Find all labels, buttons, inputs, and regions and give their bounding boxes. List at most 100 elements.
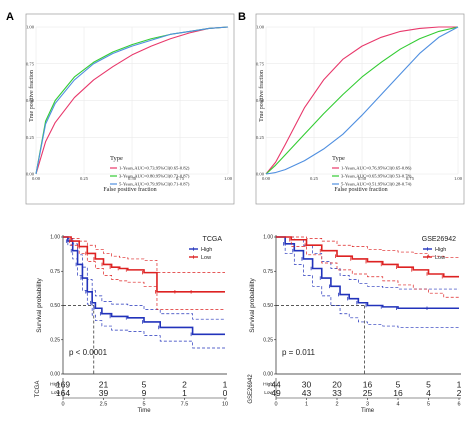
km-tcga-low-curve (63, 236, 225, 293)
km-tcga-low-ci-upper (63, 236, 225, 273)
roc-b-xtick: 0.75 (406, 176, 415, 181)
km-gse-xtick-label: 6 (457, 402, 460, 408)
km-chart-gse26942: 0.00 0.25 0.50 0.75 1.00 Survival probability… (248, 235, 462, 414)
roc-a-legend-item-3: 5-Years,AUC=0.79,95%CI(0.71-0.87) (119, 182, 190, 188)
roc-a-ytick: 0.75 (26, 61, 35, 66)
km-gse-risk-high-count: 30 (302, 380, 312, 390)
roc-b-legend: Type 1-Years,AUC=0.76,95%CI(0.65-0.86) 3-… (332, 155, 412, 188)
roc-b-xtick: 1.00 (454, 176, 463, 181)
km-gse-risk-low-count: 2 (457, 388, 462, 398)
km-gse-high-ci-upper (276, 236, 459, 290)
km-gse-ytick-label: 0.25 (263, 337, 273, 343)
km-gse-xtick-label: 4 (396, 402, 399, 408)
km-gse-risk-low-count: 33 (332, 388, 342, 398)
km-gse-xtick-label: 5 (427, 402, 430, 408)
roc-b-ytick: 0.00 (256, 172, 265, 177)
km-tcga-risk-high-count: 21 (99, 380, 109, 390)
roc-b-ytick: 0.75 (256, 61, 265, 66)
roc-b-ytick: 0.50 (256, 98, 265, 103)
roc-b-ytick: 0.25 (256, 135, 265, 140)
km-tcga-xtick-label: 0 (61, 402, 64, 408)
km-tcga-high-ci-upper (63, 236, 225, 320)
roc-chart-a: 0.000.00 0.25 0.25 0.50 0.50 0.75 0.75 1.00 1.00… (25, 13, 235, 205)
roc-a-ytick: 0.25 (26, 135, 35, 140)
roc-b-legend-title: Type (332, 155, 345, 162)
km-gse-high-curve (276, 236, 459, 310)
roc-a-curve-1 (35, 26, 229, 175)
km-gse-ylabel: Survival probability (249, 277, 256, 332)
roc-a-curve-3 (35, 26, 229, 175)
km-tcga-legend-label-high: High (201, 247, 212, 253)
km-gse-risk-high-count: 1 (457, 380, 462, 390)
km-tcga-risk-row-label: High (50, 382, 60, 388)
km-gse-risk-high-count: 16 (363, 380, 373, 390)
km-tcga-risk-low-count: 9 (142, 388, 147, 398)
roc-a-xtick: 0.25 (80, 176, 89, 181)
km-gse-risk-low-count: 16 (393, 388, 403, 398)
roc-a-ytick: 1.00 (26, 25, 35, 30)
roc-b-curve-3 (265, 26, 459, 175)
km-tcga-xtick-label: 10 (222, 402, 228, 408)
km-gse-risk-row-label: High (263, 382, 273, 388)
km-tcga-risk-low-count: 39 (99, 388, 109, 398)
roc-a-xlabel: False positive fraction (103, 186, 156, 193)
km-tcga-risk-row-label: Low (51, 390, 60, 396)
km-tcga-legend-label-low: Low (201, 255, 211, 261)
roc-b-xtick: 0.00 (262, 176, 271, 181)
km-tcga-risk-high-count: 5 (142, 380, 147, 390)
km-gse-low-ci-upper (276, 236, 459, 258)
km-gse-risk-low-count: 25 (363, 388, 373, 398)
km-gse-low-ci-lower (276, 236, 459, 298)
km-tcga-ytick-label: 0.25 (50, 337, 60, 343)
km-gse-risk-low-count: 43 (302, 388, 312, 398)
roc-a-legend-item-1: 1-Years,AUC=0.73,95%CI(0.65-0.82) (119, 166, 190, 172)
km-gse-low-curve (276, 236, 459, 278)
km-tcga-risk-low-count: 0 (223, 388, 228, 398)
roc-a-xtick: 0.50 (128, 176, 137, 181)
km-gse-legend-label-high: High (435, 247, 446, 253)
km-gse-risk-high-count: 5 (426, 380, 431, 390)
panel-label-b: B (238, 11, 246, 23)
km-gse-legend-label-low: Low (435, 255, 445, 261)
km-tcga-title: TCGA (203, 236, 223, 243)
km-tcga-risk-low-count: 1 (182, 388, 187, 398)
km-tcga-xlabel: Time (137, 408, 151, 414)
km-tcga-high-curve (63, 236, 225, 336)
km-gse-high-ci-lower (276, 236, 459, 328)
panel-label-a: A (6, 11, 14, 23)
km-gse-risk-row-label: Low (264, 390, 273, 396)
roc-b-ytick: 1.00 (256, 25, 265, 30)
km-gse-xtick-label: 1 (305, 402, 308, 408)
km-gse-xtick-label: 3 (366, 402, 369, 408)
roc-b-legend-item-2: 3-Years,AUC=0.65,95%CI(0.53-0.78) (341, 174, 412, 180)
roc-b-legend-item-3: 5-Years,AUC=0.51,95%CI(0.28-0.74) (341, 182, 412, 188)
km-tcga-ytick-label: 0.50 (50, 303, 60, 309)
km-tcga-ytick-label: 1.00 (50, 235, 60, 241)
km-gse-pvalue: p = 0.011 (282, 348, 316, 357)
km-tcga-ylabel: Survival probability (36, 277, 43, 332)
km-gse-ytick-label: 0.75 (263, 269, 273, 275)
km-gse-ytick-label: 0.50 (263, 303, 273, 309)
km-tcga-xtick-label: 5 (142, 402, 145, 408)
km-gse-title: GSE26942 (422, 236, 456, 243)
km-gse-xtick-label: 0 (274, 402, 277, 408)
km-tcga-xtick-label: 2.5 (100, 402, 108, 408)
km-tcga-risk-high-count: 1 (223, 380, 228, 390)
km-tcga-risk-label: TCGA (35, 381, 41, 398)
roc-b-curve-2 (265, 26, 459, 175)
km-tcga-risk-high-count: 2 (182, 380, 187, 390)
km-gse-ytick-label: 0.00 (263, 372, 273, 378)
roc-a-xtick: 0.75 (176, 176, 185, 181)
roc-a-ytick: 0.50 (26, 98, 35, 103)
km-gse-xtick-label: 2 (335, 402, 338, 408)
km-tcga-pvalue: p < 0.0001 (69, 348, 108, 357)
roc-a-xtick: 0.00 (32, 176, 41, 181)
km-tcga-ytick-label: 0.00 (50, 372, 60, 378)
km-gse-xlabel: Time (361, 408, 375, 414)
km-tcga-ytick-label: 0.75 (50, 269, 60, 275)
roc-a-xtick: 1.00 (224, 176, 233, 181)
km-gse-risk-high-count: 20 (332, 380, 342, 390)
roc-a-legend-title: Type (110, 155, 123, 162)
roc-a-ylabel: True positive fraction (28, 70, 35, 122)
